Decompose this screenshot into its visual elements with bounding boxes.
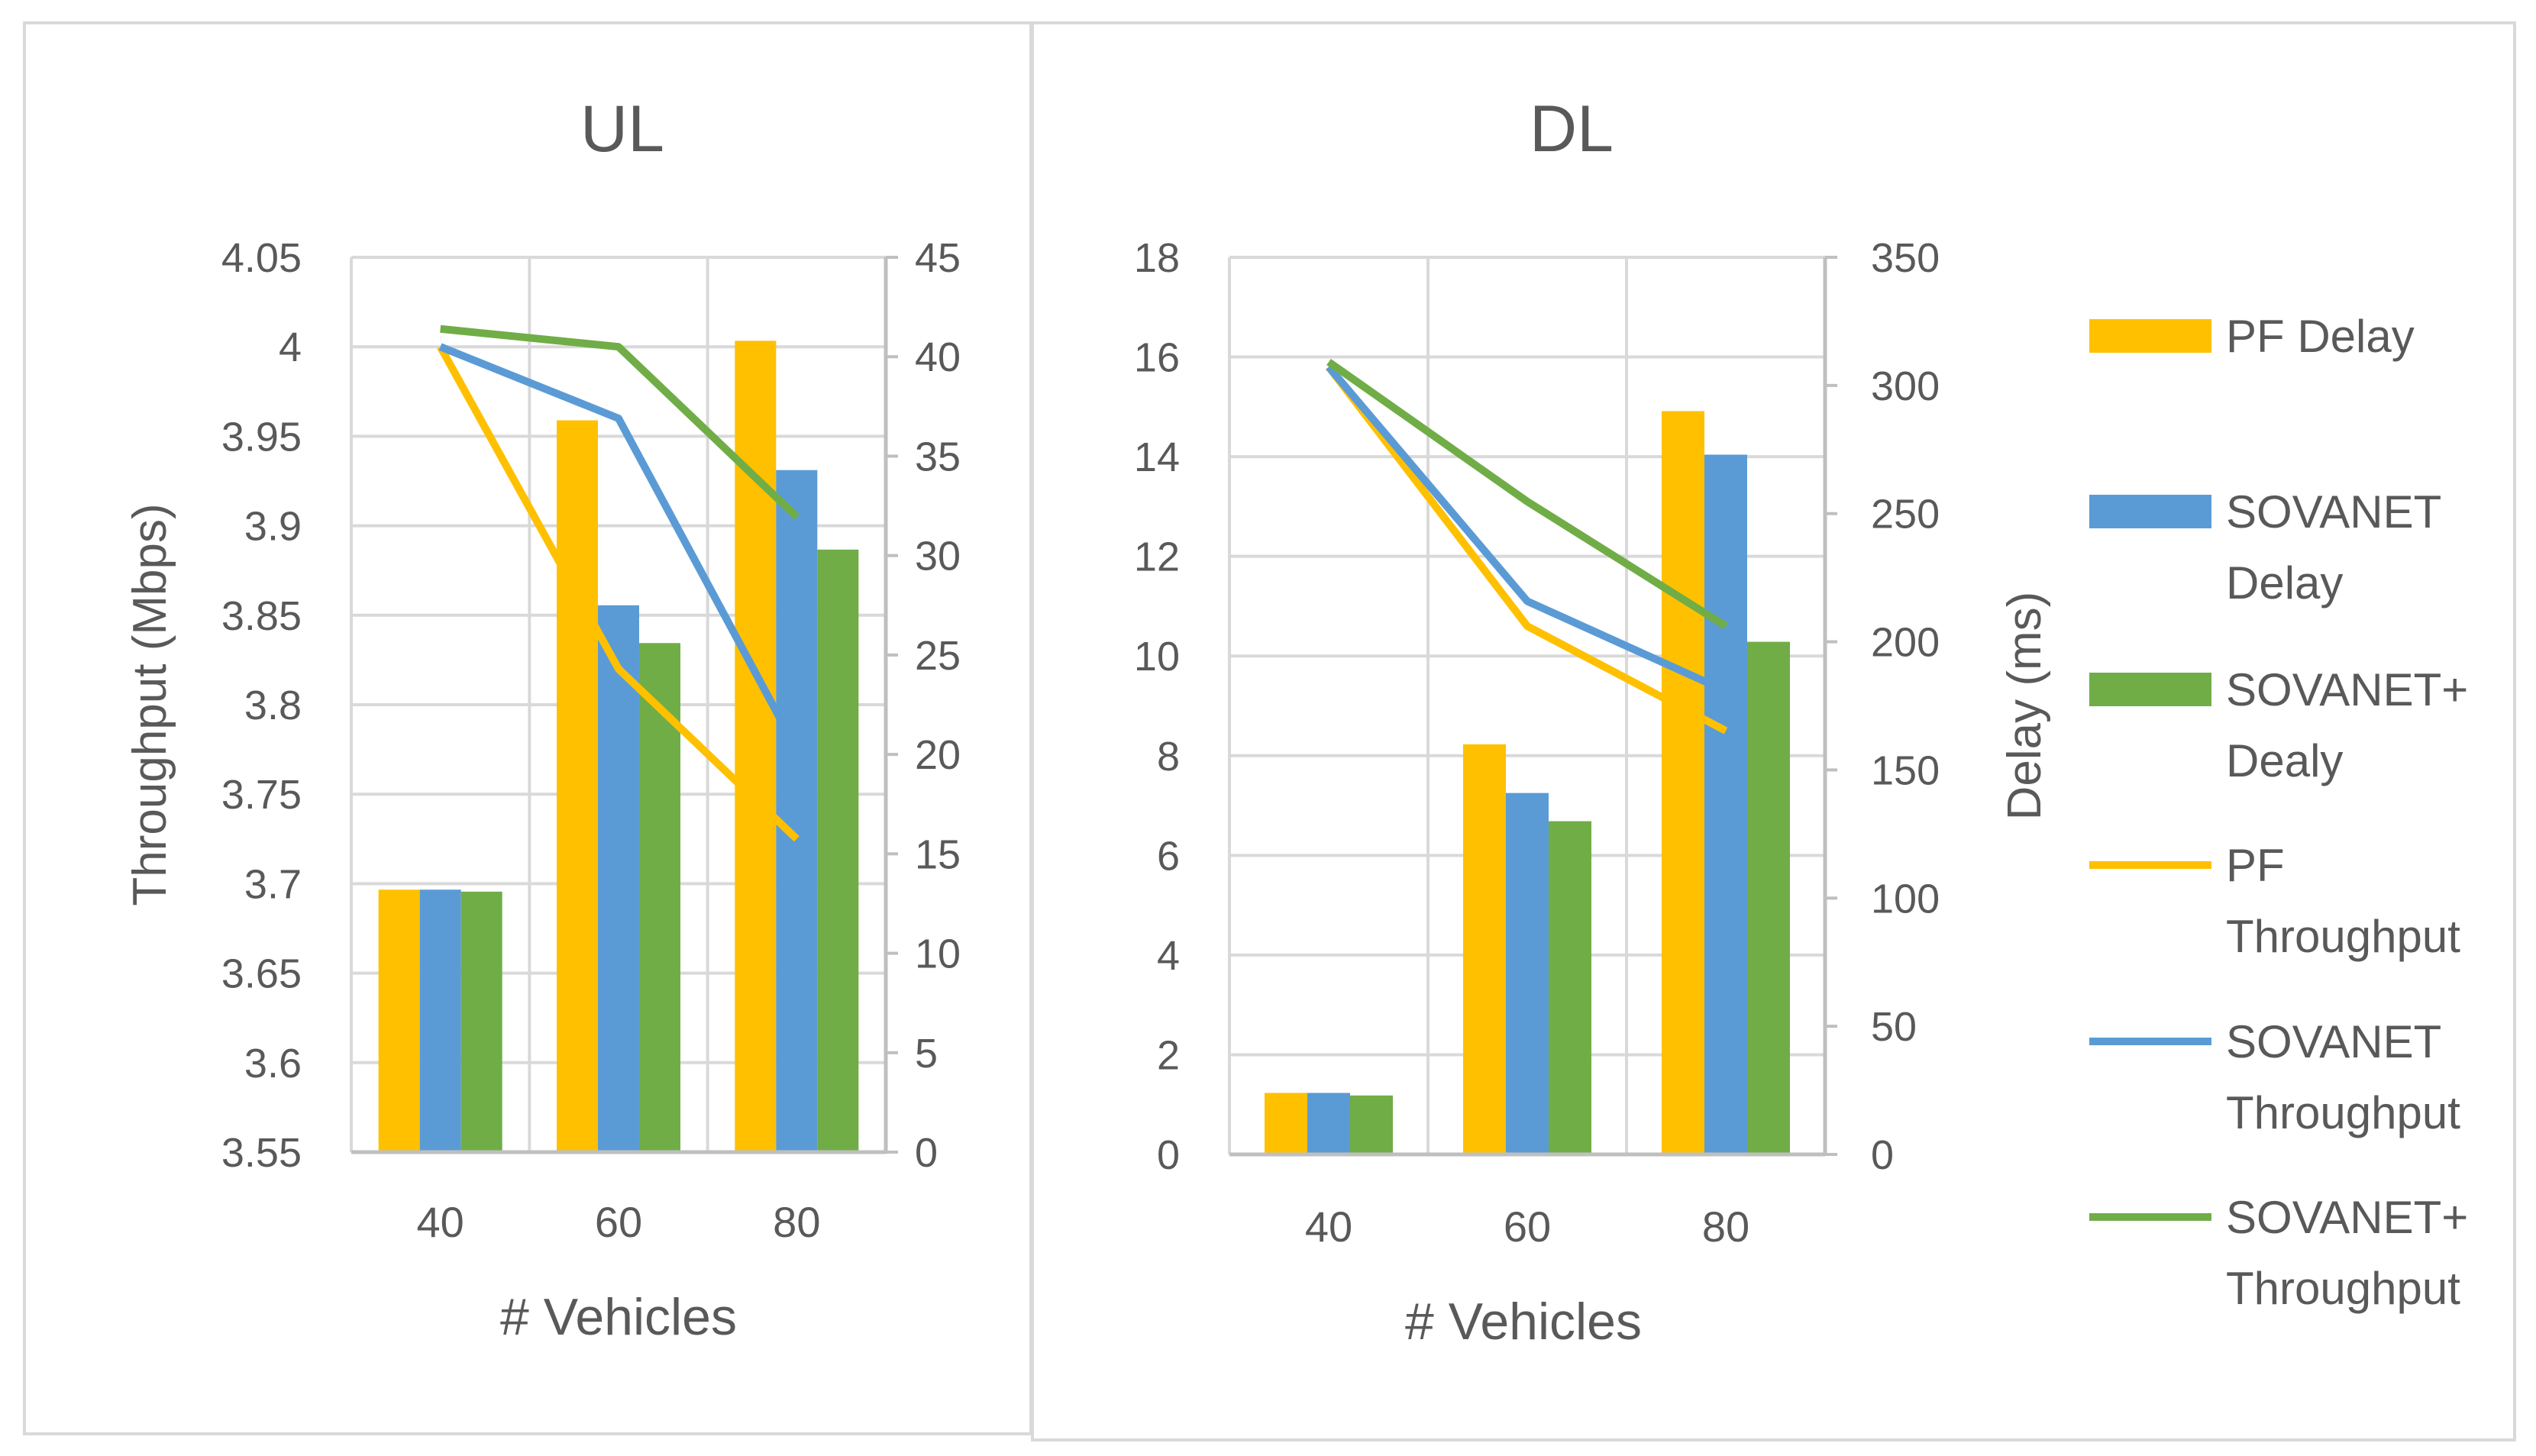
dl-chart-title: DL (1530, 92, 1614, 166)
ul-left-tick-label: 4 (279, 324, 302, 370)
dl-right-tick-label: 200 (1871, 620, 1940, 666)
ul-chart-title: UL (580, 92, 664, 166)
legend-sovanet-plus-dealy-label: Dealy (2226, 735, 2343, 786)
ul-bar-sovanet-40 (419, 889, 461, 1152)
dl-right-tick-label: 0 (1871, 1132, 1894, 1178)
ul-right-tick-label: 25 (915, 633, 961, 679)
ul-line-sovanet-throughput (438, 343, 800, 751)
dl-left-tick-label: 10 (1134, 634, 1180, 680)
ul-right-tick-label: 30 (915, 534, 961, 579)
dl-left-tick-label: 4 (1157, 933, 1180, 979)
ul-right-tick-label: 15 (915, 831, 961, 877)
dl-right-tick-label: 100 (1871, 876, 1940, 922)
ul-right-tick-label: 20 (915, 732, 961, 778)
dl-category-label: 80 (1702, 1203, 1749, 1251)
dl-line-pf-throughput (1326, 364, 1728, 734)
ul-bar-pf-60 (557, 420, 598, 1152)
dl-right-tick-label: 300 (1871, 363, 1940, 409)
dl-left-tick-label: 0 (1157, 1132, 1180, 1178)
ul-bar-pf-40 (378, 889, 420, 1152)
ul-right-tick-label: 35 (915, 434, 961, 479)
dl-bar-sovanet-60 (1506, 793, 1549, 1154)
legend-sovanet-delay-swatch (2089, 495, 2211, 528)
ul-right-tick-label: 10 (915, 931, 961, 977)
dl-bar-pf-40 (1265, 1093, 1307, 1154)
ul-left-tick-label: 3.55 (221, 1130, 302, 1176)
legend-sovanet-plus-dealy-label: SOVANET+ (2226, 664, 2468, 715)
ul-right-tick-label: 40 (915, 334, 961, 380)
ul-left-tick-label: 3.7 (244, 861, 302, 907)
ul-left-tick-label: 3.8 (244, 683, 302, 728)
legend-sovanet-plus-throughput-label: SOVANET+ (2226, 1192, 2468, 1243)
dl-bar-pf-60 (1463, 744, 1506, 1154)
ul-category-label: 60 (595, 1198, 642, 1246)
dl-bar-sovanet-plus-40 (1350, 1095, 1393, 1154)
ul-left-axis-title: Throughput (Mbps) (124, 503, 176, 906)
legend-pf-throughput-label: PF (2226, 840, 2285, 891)
ul-right-tick-label: 5 (915, 1031, 938, 1077)
dl-line-sovanet-throughput (1326, 364, 1728, 695)
ul-right-tick-label: 0 (915, 1130, 938, 1176)
ul-left-tick-label: 3.65 (221, 951, 302, 997)
ul-right-tick-label: 45 (915, 235, 961, 281)
ul-x-axis-title: # Vehicles (500, 1288, 737, 1346)
ul-line-sovanet-plus-throughput (440, 324, 800, 520)
dl-left-tick-label: 14 (1134, 434, 1180, 480)
legend-pf-delay-label: PF Delay (2226, 311, 2415, 362)
legend-sovanet-delay-label: Delay (2226, 557, 2343, 609)
ul-left-tick-label: 3.9 (244, 504, 302, 550)
legend-sovanet-plus-dealy-swatch (2089, 673, 2211, 706)
legend-pf-throughput-label: Throughput (2226, 911, 2460, 962)
legend-sovanet-plus-throughput-label: Throughput (2226, 1263, 2460, 1314)
legend-pf-delay-swatch (2089, 319, 2211, 353)
ul-bar-sovanet-plus-80 (817, 549, 859, 1152)
dl-left-tick-label: 16 (1134, 335, 1180, 381)
dl-right-tick-label: 350 (1871, 235, 1940, 281)
dl-left-tick-label: 18 (1134, 235, 1180, 281)
dl-bar-sovanet-80 (1704, 454, 1747, 1154)
ul-category-label: 40 (417, 1198, 464, 1246)
dl-bar-pf-80 (1662, 411, 1704, 1154)
legend-sovanet-throughput-label: SOVANET (2226, 1016, 2441, 1067)
dl-left-tick-label: 8 (1157, 734, 1180, 780)
ul-left-tick-label: 3.6 (244, 1041, 302, 1086)
ul-bar-sovanet-60 (598, 605, 639, 1152)
ul-line-pf-throughput (437, 344, 800, 842)
ul-left-tick-label: 3.75 (221, 772, 302, 818)
ul-left-tick-label: 4.05 (221, 235, 302, 281)
dl-left-tick-label: 2 (1157, 1032, 1180, 1078)
ul-bar-sovanet-plus-60 (639, 643, 680, 1152)
dl-x-axis-title: # Vehicles (1405, 1293, 1642, 1351)
dl-bar-sovanet-40 (1307, 1093, 1350, 1154)
ul-category-label: 80 (773, 1198, 820, 1246)
dl-right-tick-label: 250 (1871, 492, 1940, 538)
legend-sovanet-throughput-label: Throughput (2226, 1087, 2460, 1138)
dl-right-tick-label: 150 (1871, 747, 1940, 793)
dl-right-tick-label: 50 (1871, 1004, 1917, 1050)
dl-category-label: 60 (1504, 1203, 1551, 1251)
dl-line-sovanet-plus-throughput (1326, 358, 1728, 630)
dl-left-tick-label: 6 (1157, 833, 1180, 879)
dl-bar-sovanet-plus-80 (1747, 641, 1790, 1154)
ul-left-tick-label: 3.85 (221, 593, 302, 639)
ul-bar-sovanet-plus-40 (460, 891, 502, 1152)
dl-category-label: 40 (1305, 1203, 1352, 1251)
dl-right-axis-title: Delay (ms) (1998, 592, 2051, 821)
dl-bar-sovanet-plus-60 (1549, 821, 1591, 1154)
dl-left-tick-label: 12 (1134, 534, 1180, 580)
ul-left-tick-label: 3.95 (221, 414, 302, 460)
ul-bar-sovanet-80 (776, 470, 818, 1152)
legend-sovanet-delay-label: SOVANET (2226, 486, 2441, 538)
